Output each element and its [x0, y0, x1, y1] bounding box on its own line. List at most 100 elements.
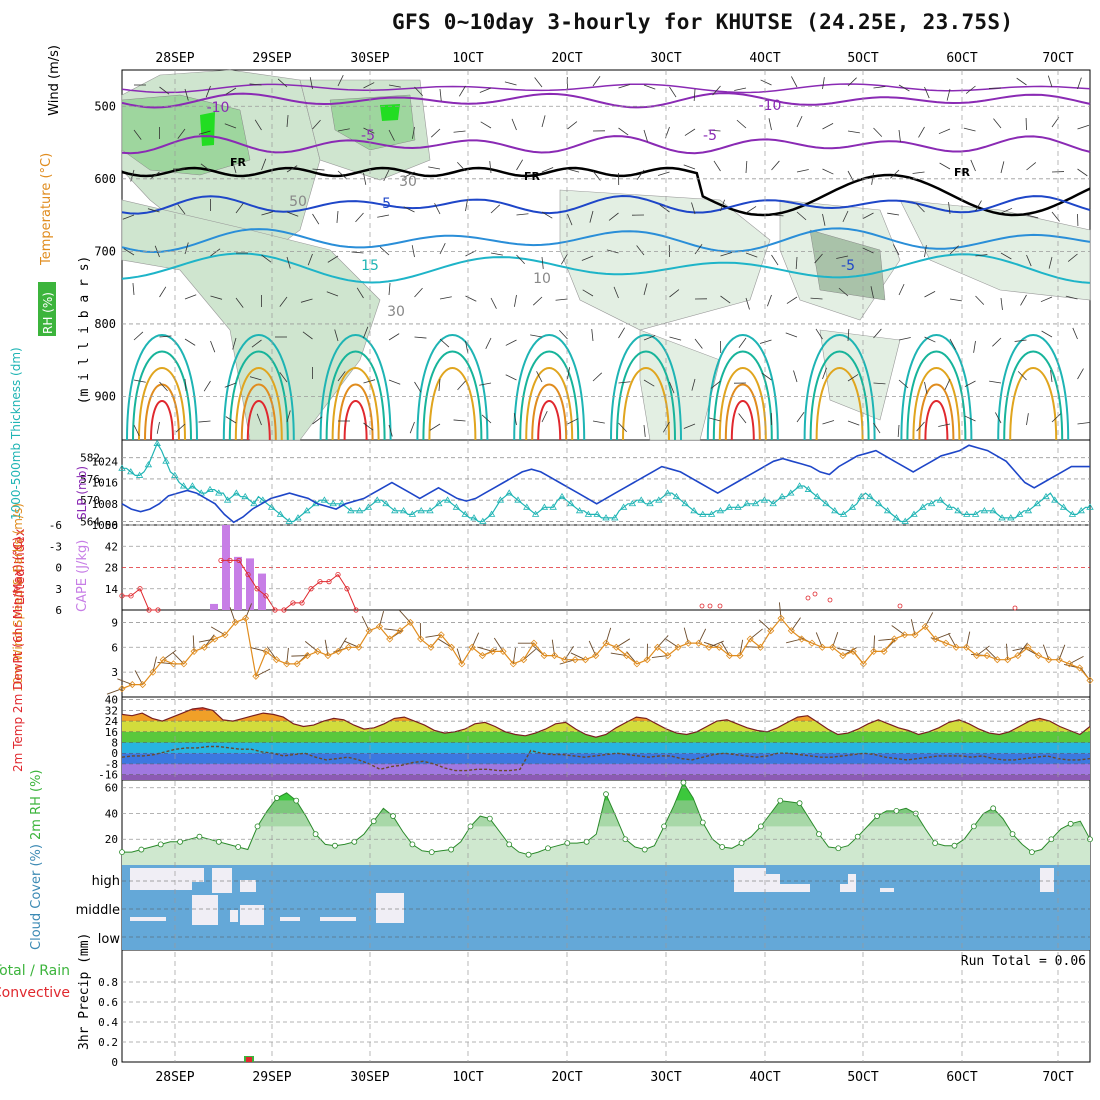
- wind-barb: [326, 291, 339, 297]
- wind-barb: [411, 245, 415, 258]
- wind-barb: [337, 128, 350, 132]
- wind-barb: [210, 248, 221, 257]
- wind-barb: [377, 214, 390, 218]
- wind-barb: [249, 376, 262, 381]
- contour-label: -5: [703, 128, 717, 144]
- wind-barb: [898, 379, 909, 389]
- wind-speed-point: [612, 643, 620, 651]
- wind-barb: [862, 247, 874, 254]
- thickness-point: [1077, 507, 1085, 514]
- wind-barb: [992, 337, 1002, 347]
- wind-barb-10m: [924, 612, 934, 627]
- temp-tick-label: -8: [105, 758, 118, 771]
- isotherm-loop: [610, 334, 682, 441]
- wind-barb: [514, 294, 517, 307]
- wind-barb: [761, 372, 772, 381]
- cape-bar: [246, 558, 254, 610]
- wind-barb: [479, 87, 492, 93]
- wind-barb-10m: [437, 638, 452, 648]
- wind-speed-point: [1086, 676, 1094, 684]
- lifted-index-point: [353, 607, 359, 613]
- wind-speed-point: [756, 643, 765, 651]
- wind-barb: [847, 130, 860, 134]
- wind-speed-point: [767, 627, 775, 635]
- date-label-bottom: 1OCT: [452, 1070, 483, 1085]
- wind-barb: [796, 412, 805, 423]
- thickness-point: [144, 461, 153, 468]
- wind-barb: [224, 382, 237, 388]
- wind-barb: [887, 212, 900, 216]
- wind-barb: [713, 160, 721, 172]
- thickness-point: [399, 507, 408, 514]
- cloud-cell: [840, 884, 848, 892]
- thickness-point: [769, 499, 777, 507]
- cloud-cell: [212, 868, 232, 893]
- isotherm-loop: [525, 367, 574, 441]
- wind-barb-10m: [134, 670, 143, 685]
- wind-barb: [965, 85, 976, 94]
- wind-speed-point: [973, 652, 981, 660]
- wind-barb-10m: [616, 638, 631, 648]
- wind-speed-point: [139, 681, 147, 689]
- thickness-tick-label: 576: [80, 473, 100, 486]
- isotherm-loop: [900, 334, 973, 441]
- wind-barb: [893, 244, 900, 256]
- lifted-index-point: [717, 603, 723, 609]
- wind-barb: [286, 410, 291, 423]
- rh-point: [1009, 831, 1016, 837]
- slp-tick-label: 1000: [92, 519, 119, 532]
- wind-speed-point: [468, 643, 476, 651]
- thickness-point: [875, 499, 883, 507]
- rh-point: [796, 800, 803, 807]
- wind-speed-point: [942, 639, 950, 647]
- thickness-point: [919, 503, 927, 510]
- thickness-point: [250, 499, 258, 507]
- temp-tick-label: 40: [105, 694, 118, 707]
- wind-barb: [873, 127, 883, 137]
- cape-axis-label: CAPE (J/kg): [75, 540, 90, 612]
- thickness-point: [822, 499, 830, 507]
- wind-barb: [184, 88, 189, 101]
- wind-speed-point: [870, 647, 878, 655]
- date-label-top: 3OCT: [650, 51, 681, 66]
- wind-barb: [334, 329, 339, 342]
- wind-speed-point: [828, 643, 837, 651]
- wind-speed-point: [118, 685, 126, 693]
- rh-point: [332, 842, 338, 849]
- wind-barb: [694, 244, 703, 255]
- isotherm-loop: [325, 350, 386, 441]
- wind-barb: [363, 172, 367, 185]
- wind-speed-point: [952, 643, 960, 651]
- wind-barb: [898, 84, 910, 92]
- wind-barb: [643, 129, 648, 142]
- wind-barb: [1040, 296, 1053, 303]
- wind-barb: [708, 129, 721, 132]
- date-label-bottom: 29SEP: [252, 1070, 291, 1085]
- wind-barb: [691, 202, 696, 215]
- wind-barb: [388, 379, 401, 385]
- wind-speed-point: [602, 639, 610, 647]
- cloud-cell: [376, 893, 404, 923]
- wind-speed-point: [499, 647, 507, 655]
- wind-barb: [184, 378, 187, 391]
- slp-line: [121, 444, 1090, 524]
- rh-point: [545, 845, 551, 852]
- wind-speed-point: [324, 652, 332, 660]
- wind-barb: [582, 289, 594, 297]
- rh-tick-label: 20: [105, 833, 118, 846]
- wind-barb: [618, 327, 626, 339]
- wind-barb: [312, 213, 320, 225]
- cloud-cell: [280, 917, 300, 921]
- wind-barb: [736, 119, 747, 129]
- wind-barb: [643, 379, 655, 387]
- wind-barb: [760, 79, 772, 86]
- thickness-point: [540, 503, 549, 510]
- precip-total-label: Total / Rain: [0, 963, 70, 979]
- wind-barb: [847, 77, 857, 87]
- wind-barb: [796, 169, 809, 173]
- thickness-point: [223, 496, 232, 503]
- rh-point: [719, 844, 726, 850]
- temp-axis-label: 2m Temp 2m DewPt (6hr Min/Max) (°C): [11, 537, 25, 772]
- wind-speed-point: [375, 623, 384, 631]
- wind-barb: [159, 286, 167, 298]
